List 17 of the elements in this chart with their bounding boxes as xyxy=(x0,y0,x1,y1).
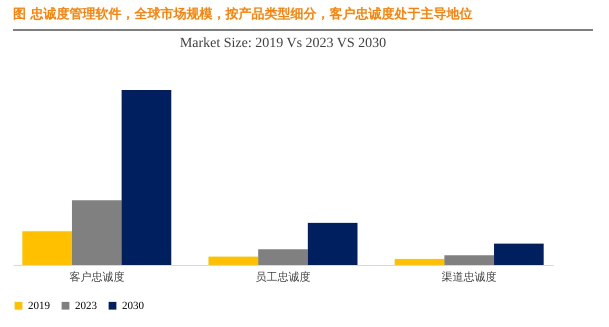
x-tick-label: 客户忠诚度 xyxy=(69,270,124,284)
legend-label: 2030 xyxy=(122,300,144,312)
chart-subtitle: Market Size: 2019 Vs 2023 VS 2030 xyxy=(180,36,386,51)
chart-title: 图 忠诚度管理软件，全球市场规模，按产品类型细分，客户忠诚度处于主导地位 xyxy=(13,6,473,22)
bar xyxy=(494,244,544,265)
bar xyxy=(72,200,122,265)
bar xyxy=(22,231,72,265)
x-tick-label: 员工忠诚度 xyxy=(256,270,310,284)
bar xyxy=(122,90,172,265)
x-tick-label: 渠道忠诚度 xyxy=(442,270,497,284)
bar xyxy=(394,259,444,265)
legend-label: 2019 xyxy=(28,300,50,312)
bar xyxy=(308,222,358,265)
bar xyxy=(258,249,308,265)
bar xyxy=(208,256,258,265)
legend-label: 2023 xyxy=(75,300,98,312)
bar xyxy=(444,255,494,265)
